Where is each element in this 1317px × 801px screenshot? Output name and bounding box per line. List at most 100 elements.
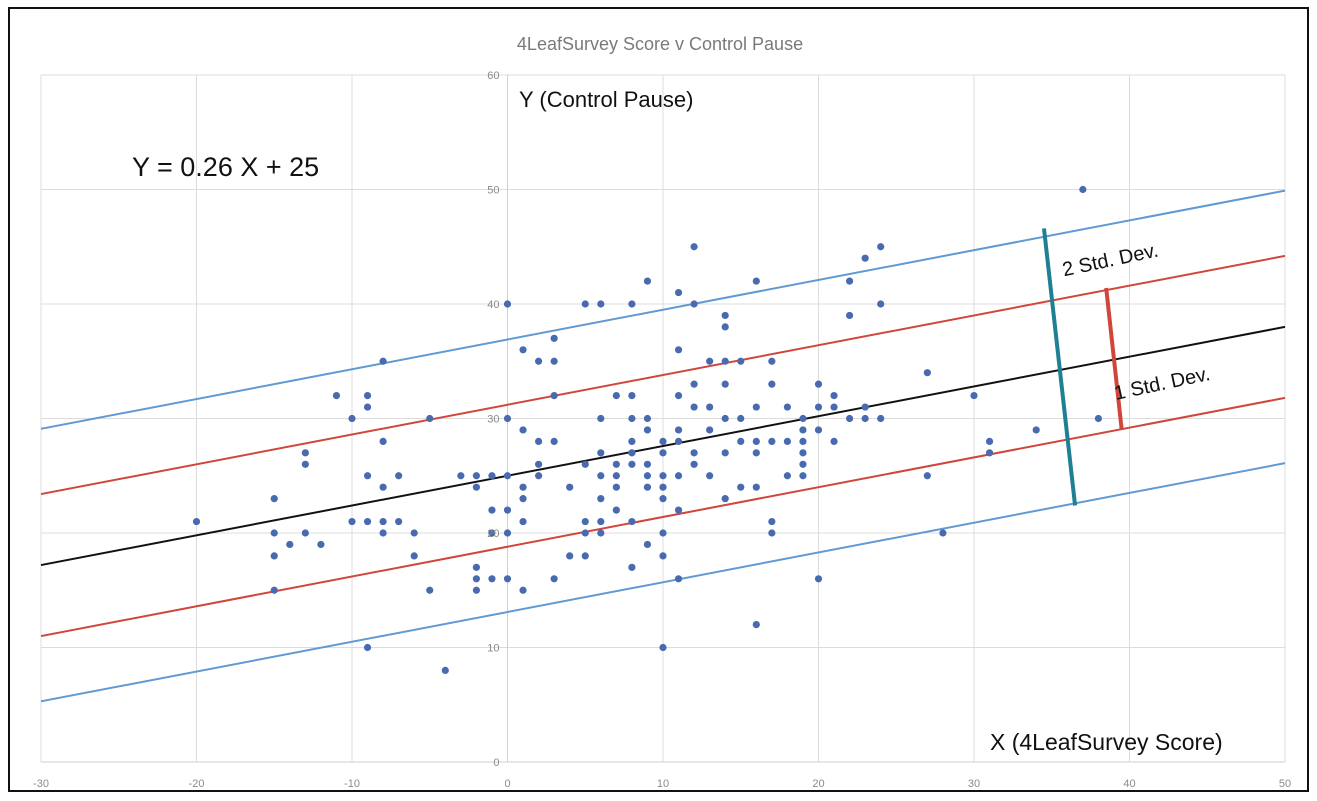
data-point xyxy=(519,426,527,434)
data-point xyxy=(503,472,512,480)
data-point xyxy=(783,437,792,445)
data-point xyxy=(923,369,931,377)
data-point xyxy=(270,552,278,560)
data-point xyxy=(659,552,667,560)
data-point xyxy=(877,300,885,308)
two-std-dev-lower-line xyxy=(40,462,1286,703)
data-point xyxy=(768,529,776,537)
data-point xyxy=(192,517,201,526)
x-tick-label: 20 xyxy=(812,778,824,790)
data-point xyxy=(799,449,807,457)
data-point xyxy=(877,414,885,423)
data-point xyxy=(628,437,636,445)
data-point xyxy=(643,277,652,285)
data-point xyxy=(488,472,496,480)
x-tick-label: 30 xyxy=(968,778,980,790)
two-std-dev-marker xyxy=(1041,228,1078,506)
y-tick-label: 60 xyxy=(487,70,499,82)
data-point xyxy=(612,483,620,491)
x-tick-label: 40 xyxy=(1123,778,1135,790)
data-point xyxy=(985,449,994,457)
data-point xyxy=(628,414,636,423)
data-point xyxy=(737,483,745,491)
data-point xyxy=(581,529,589,537)
data-point xyxy=(674,288,683,297)
data-point xyxy=(270,586,278,594)
data-point xyxy=(628,300,636,308)
data-point xyxy=(674,346,683,354)
data-point xyxy=(768,380,776,388)
data-point xyxy=(301,449,309,457)
data-point xyxy=(597,414,605,423)
data-point xyxy=(846,414,854,423)
data-point xyxy=(270,529,278,537)
data-point xyxy=(1079,185,1087,194)
data-point xyxy=(783,472,792,480)
data-point xyxy=(628,449,636,457)
data-point xyxy=(612,506,620,514)
data-point xyxy=(581,517,589,526)
data-point xyxy=(970,392,978,400)
y-tick-label: 10 xyxy=(487,643,499,655)
data-point xyxy=(674,575,683,583)
x-axis-label: X (4LeafSurvey Score) xyxy=(990,729,1223,755)
data-point xyxy=(985,437,994,445)
data-point xyxy=(659,483,667,491)
data-point xyxy=(348,517,356,526)
data-point xyxy=(612,460,620,468)
data-point xyxy=(721,495,729,503)
data-point xyxy=(659,449,667,457)
data-point xyxy=(301,529,309,537)
data-point xyxy=(659,437,667,445)
data-point xyxy=(923,472,931,480)
data-point xyxy=(566,552,574,560)
data-point xyxy=(690,449,698,457)
y-tick-label: 30 xyxy=(487,414,499,426)
data-point xyxy=(363,643,372,652)
data-point xyxy=(597,495,605,503)
data-point xyxy=(690,460,698,468)
data-point xyxy=(535,472,543,480)
y-tick-label: 0 xyxy=(493,757,499,769)
x-tick-label: -10 xyxy=(344,778,360,790)
data-point xyxy=(426,586,434,594)
x-tick-label: 50 xyxy=(1279,778,1291,790)
data-point xyxy=(721,311,729,320)
data-point xyxy=(472,472,480,480)
data-point xyxy=(643,483,652,491)
data-point xyxy=(550,575,558,583)
data-point xyxy=(379,437,387,445)
data-point xyxy=(472,563,480,571)
data-point xyxy=(348,414,356,423)
data-point xyxy=(363,472,372,480)
data-point xyxy=(721,414,729,423)
data-point xyxy=(519,495,527,503)
data-point xyxy=(519,483,527,491)
data-point xyxy=(690,403,698,411)
data-point xyxy=(488,529,496,537)
data-point xyxy=(674,392,683,400)
data-point xyxy=(566,483,574,491)
data-point xyxy=(737,414,745,423)
data-point xyxy=(706,403,714,411)
data-point xyxy=(519,586,527,594)
data-point xyxy=(457,472,465,480)
data-point xyxy=(488,506,496,514)
one-std-dev-lower-line xyxy=(40,396,1286,638)
data-point xyxy=(503,300,512,308)
data-point xyxy=(721,380,729,388)
data-point xyxy=(379,529,387,537)
data-point xyxy=(690,380,698,388)
data-point xyxy=(830,403,838,411)
data-point xyxy=(535,460,543,468)
data-point xyxy=(706,426,714,434)
data-point xyxy=(1094,414,1102,423)
data-point xyxy=(737,357,745,365)
chart-frame: 2 Std. Dev. 1 Std. Dev. -30 -20 -10 0 10 20 30 4… xyxy=(8,7,1309,792)
data-point xyxy=(410,552,418,560)
data-point xyxy=(643,540,652,549)
data-point xyxy=(472,575,480,583)
one-std-dev-marker xyxy=(1104,287,1124,431)
data-point xyxy=(597,472,605,480)
data-point xyxy=(706,357,714,365)
